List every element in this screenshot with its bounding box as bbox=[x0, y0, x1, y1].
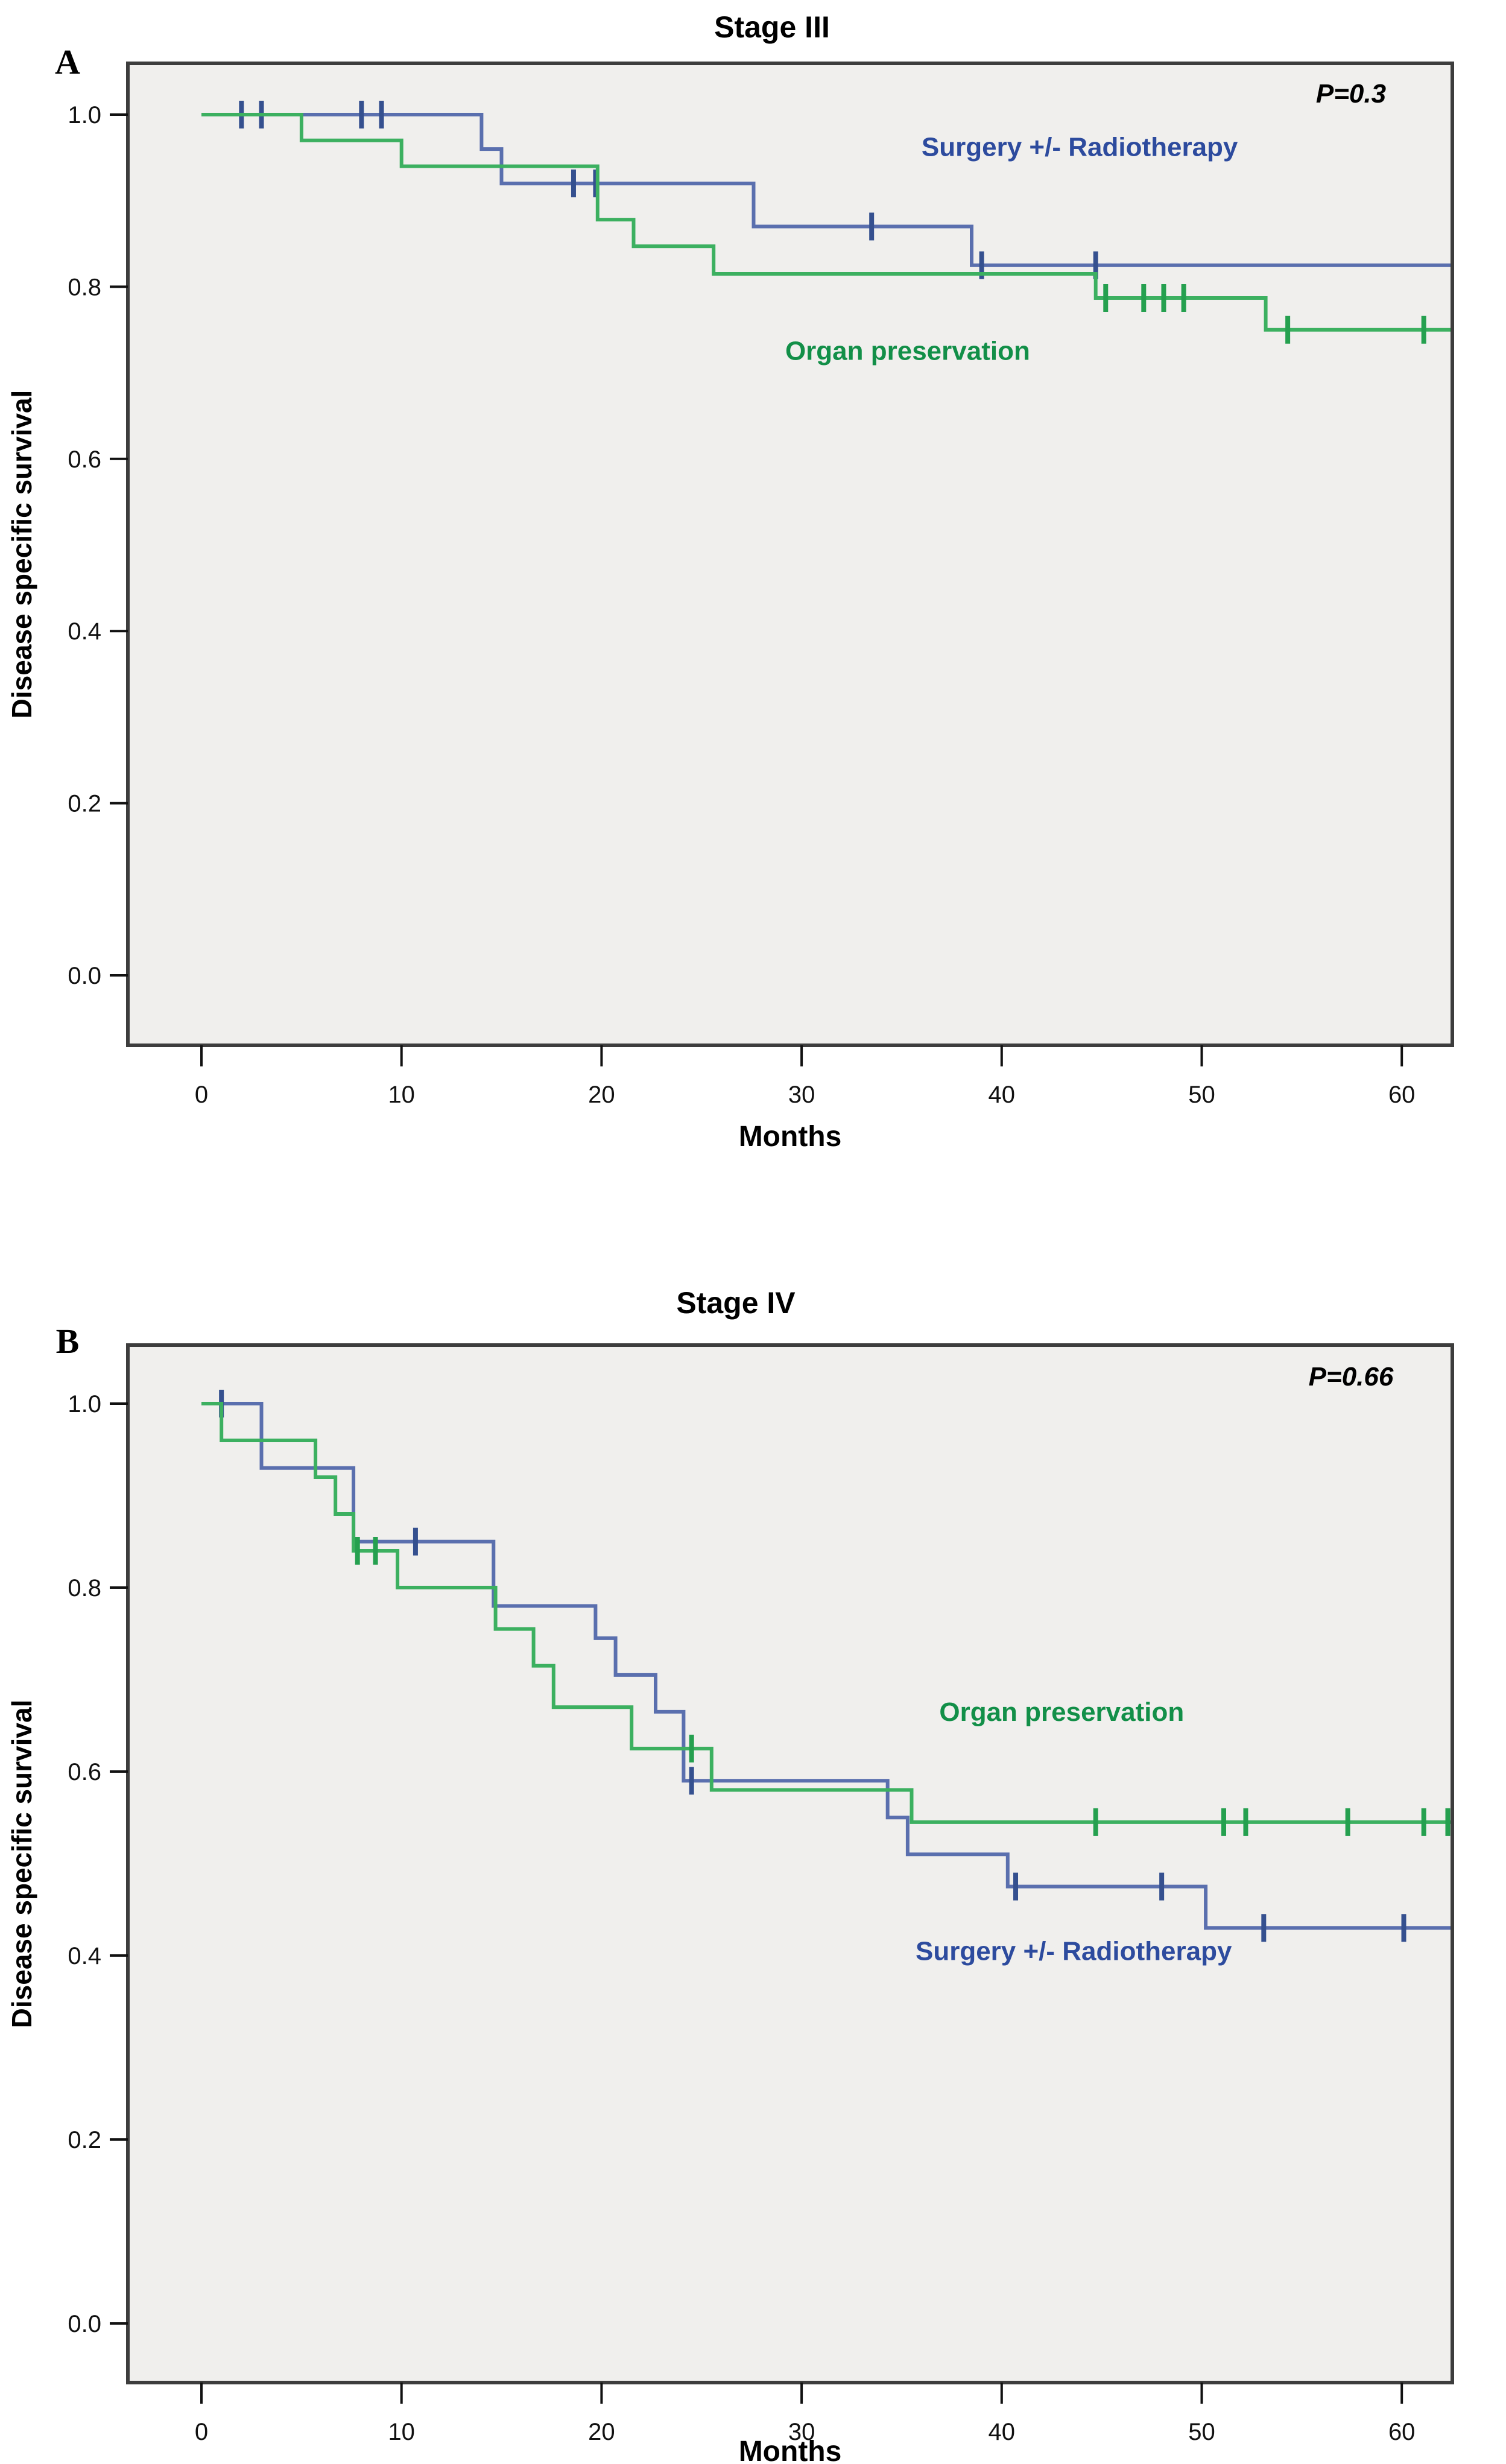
y-tick-label: 0.6 bbox=[68, 1759, 101, 1785]
x-tick-label: 10 bbox=[388, 1082, 415, 1108]
x-tick-label: 20 bbox=[588, 2419, 615, 2445]
p-value-label: P=0.3 bbox=[1316, 79, 1386, 109]
plot-area bbox=[128, 1345, 1452, 2383]
x-tick-label: 0 bbox=[195, 2419, 208, 2445]
p-value-label: P=0.66 bbox=[1309, 1362, 1394, 1392]
x-tick-label: 30 bbox=[788, 2419, 815, 2445]
panel-b: 1.0 0.8 0.6 0.4 0.2 0.0 0 10 20 30 40 50 60 Months Dis… bbox=[6, 1286, 1454, 2464]
km-curve-organ-preservation bbox=[201, 113, 1452, 332]
legend-label-surgery-radiotherapy: Surgery +/- Radiotherapy bbox=[922, 132, 1238, 162]
x-axis-title: Months bbox=[739, 1121, 842, 1153]
panel-title: Stage III bbox=[714, 10, 830, 44]
y-tick-label: 0.4 bbox=[68, 618, 101, 645]
km-curve-organ-preservation bbox=[201, 1402, 1452, 1824]
y-axis-title: Disease specific survival bbox=[6, 390, 37, 719]
y-tick-label: 0.8 bbox=[68, 274, 101, 300]
km-curve-surgery-radiotherapy bbox=[201, 113, 1452, 267]
y-tick-label: 0.2 bbox=[68, 791, 101, 817]
x-tick-label: 0 bbox=[195, 1082, 208, 1108]
y-tick-label: 0.0 bbox=[68, 963, 101, 989]
panel-letter: A bbox=[55, 42, 80, 81]
legend-label-organ-preservation: Organ preservation bbox=[785, 337, 1030, 366]
censor-marks-organ-preservation bbox=[1103, 283, 1426, 344]
y-axis-title: Disease specific survival bbox=[6, 1700, 37, 2029]
x-tick-label: 50 bbox=[1188, 1082, 1215, 1108]
y-tick-label: 1.0 bbox=[68, 102, 101, 128]
y-tick-label: 1.0 bbox=[68, 1391, 101, 1417]
plot-area bbox=[128, 63, 1452, 1045]
x-axis-title: Months bbox=[739, 2436, 842, 2464]
legend-label-surgery-radiotherapy: Surgery +/- Radiotherapy bbox=[916, 1937, 1232, 1966]
plot-border bbox=[126, 1343, 1454, 2384]
x-tick-label: 40 bbox=[989, 2419, 1016, 2445]
censor-marks-surgery-radiotherapy bbox=[219, 1390, 1406, 1942]
legend-label-organ-preservation: Organ preservation bbox=[939, 1697, 1184, 1727]
x-tick-label: 40 bbox=[989, 1082, 1016, 1108]
x-tick-label: 10 bbox=[388, 2419, 415, 2445]
y-tick-label: 0.4 bbox=[68, 1943, 101, 1969]
panel-a: 1.0 0.8 0.6 0.4 0.2 0.0 0 10 20 30 40 50 60 Months Dis… bbox=[6, 10, 1454, 1153]
x-tick-label: 60 bbox=[1388, 1082, 1416, 1108]
plot-border bbox=[126, 62, 1454, 1047]
x-tick-label: 20 bbox=[588, 1082, 615, 1108]
y-tick-label: 0.6 bbox=[68, 446, 101, 473]
y-tick-label: 0.8 bbox=[68, 1575, 101, 1601]
y-tick-label: 0.0 bbox=[68, 2311, 101, 2337]
panel-title: Stage IV bbox=[676, 1286, 796, 1320]
x-tick-label: 60 bbox=[1388, 2419, 1416, 2445]
censor-marks-organ-preservation bbox=[355, 1537, 1451, 1836]
panel-letter: B bbox=[56, 1322, 80, 1361]
x-tick-label: 50 bbox=[1188, 2419, 1215, 2445]
y-tick-label: 0.2 bbox=[68, 2127, 101, 2153]
x-tick-label: 30 bbox=[788, 1082, 815, 1108]
